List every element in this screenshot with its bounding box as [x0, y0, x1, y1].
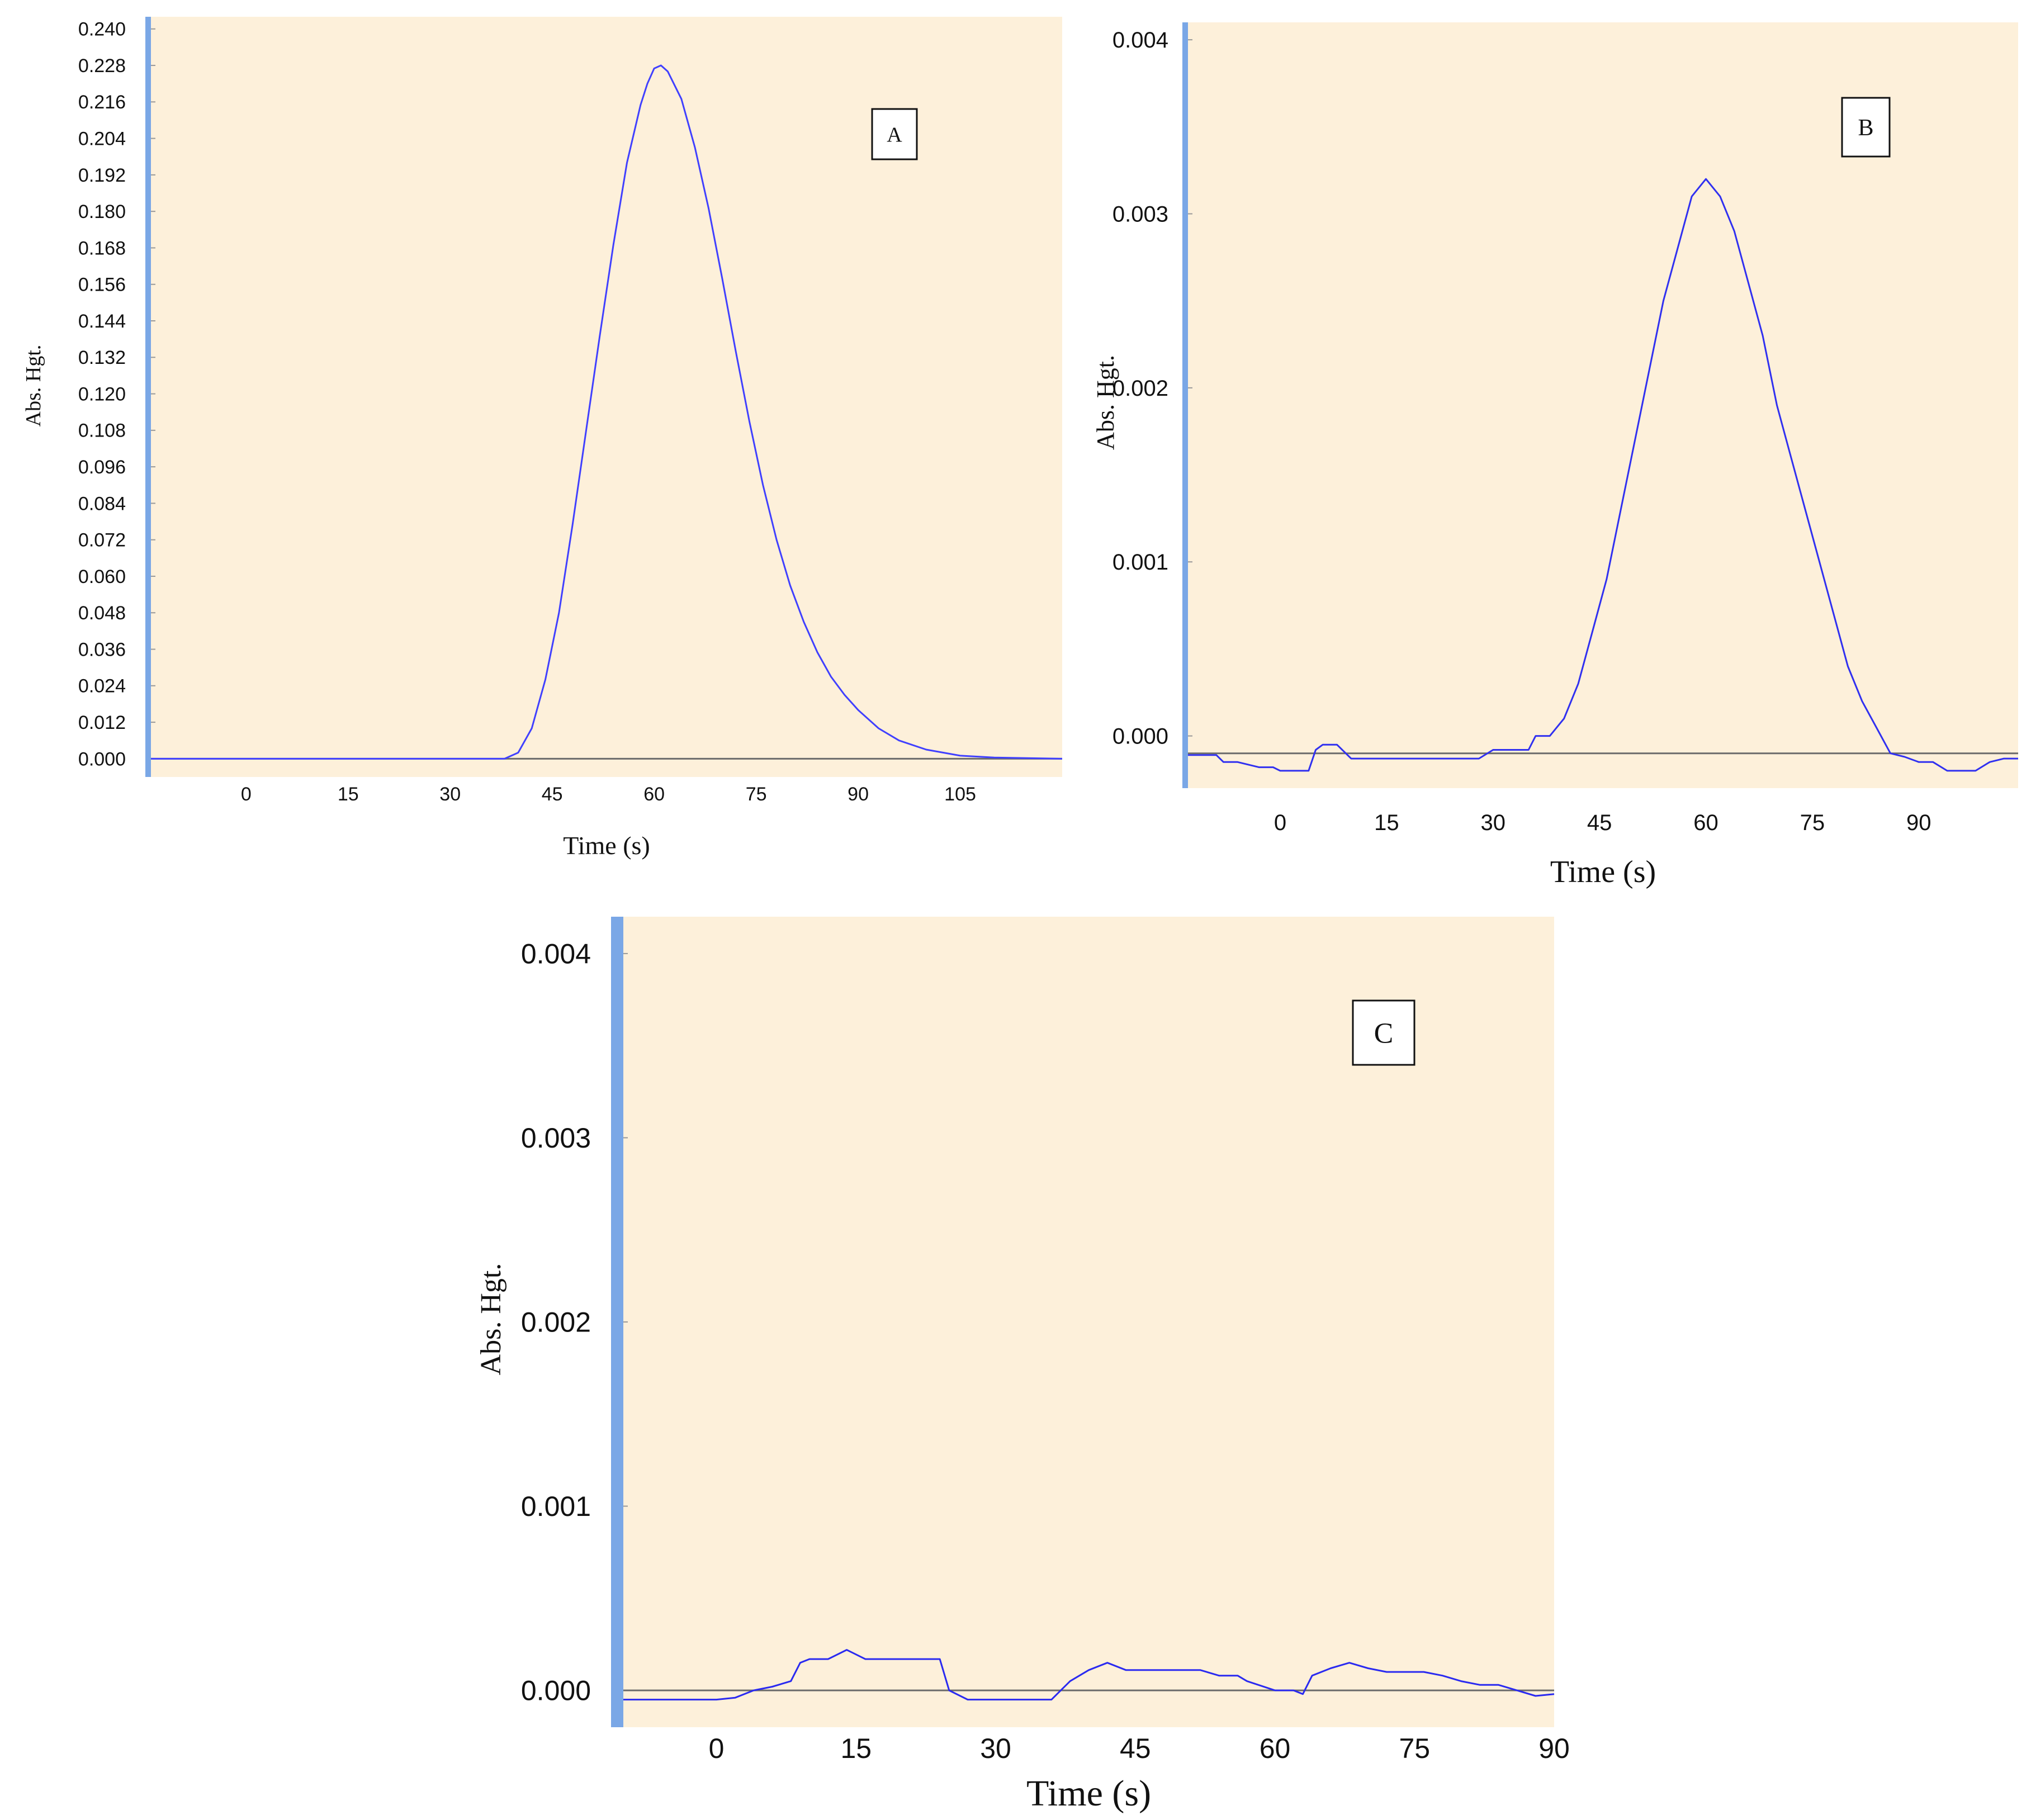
- x-tick-label: 75: [1800, 811, 1825, 835]
- y-tick-label: 0.108: [78, 420, 126, 442]
- x-tick-label: 90: [1906, 811, 1931, 835]
- chart-panel-b: 0.000 0.001 0.002 0.003 0.004 0 15 30 45 60 75 90 Ti…: [1073, 0, 2031, 906]
- y-tick-label: 0.156: [78, 274, 126, 296]
- x-tick-label: 15: [338, 784, 359, 805]
- x-tick-label: 75: [746, 784, 767, 805]
- y-tick-label: 0.048: [78, 603, 126, 624]
- x-tick-label: 0: [241, 784, 252, 805]
- y-tick-label: 0.003: [521, 1122, 591, 1154]
- y-axis-label: Abs. Hgt.: [22, 345, 45, 427]
- y-tick-label: 0.004: [1112, 28, 1168, 53]
- series-line: [623, 1649, 1555, 1701]
- chart-panel-a: 0.000 0.012 0.024 0.036 0.048 0.060 0.072 0.084…: [0, 0, 1073, 883]
- x-tick-label: 90: [848, 784, 869, 805]
- x-axis-label: Time (s): [563, 831, 650, 860]
- y-axis-bar: [1182, 22, 1188, 788]
- y-tick-label: 0.072: [78, 530, 126, 551]
- chart-b-svg: 0.000 0.001 0.002 0.003 0.004 0 15 30 45 60 75 90 Ti…: [1092, 22, 2018, 889]
- y-tick-label: 0.000: [1112, 724, 1168, 749]
- y-tick-label: 0.024: [78, 676, 126, 697]
- x-tick-label: 15: [1374, 811, 1399, 835]
- panel-label: B: [1858, 115, 1873, 141]
- x-tick-label: 90: [1538, 1733, 1570, 1764]
- y-tick-label: 0.180: [78, 201, 126, 222]
- x-tick-label: 15: [840, 1733, 872, 1764]
- y-tick-label: 0.132: [78, 347, 126, 368]
- y-tick-label: 0.168: [78, 238, 126, 259]
- y-tick-label: 0.192: [78, 165, 126, 186]
- x-axis-label: Time (s): [1026, 1773, 1151, 1814]
- y-tick-label: 0.012: [78, 712, 126, 733]
- panel-label-box: [1352, 999, 1415, 1066]
- y-tick-label: 0.084: [78, 493, 126, 514]
- y-tick-label: 0.002: [1112, 376, 1168, 401]
- series-line: [151, 64, 1063, 760]
- chart-panel-c: 0.000 0.001 0.002 0.003 0.004 0 15 30 45 60 75 90 Ti…: [436, 906, 1582, 1817]
- plot-area: [1188, 22, 2018, 788]
- panel-label-box: [871, 108, 918, 160]
- plot-area: [151, 17, 1062, 777]
- x-tick-label: 60: [1693, 811, 1718, 835]
- y-axis-label: Abs. Hgt.: [1092, 355, 1119, 450]
- x-tick-label: 45: [1587, 811, 1612, 835]
- y-tick-label: 0.120: [78, 383, 126, 405]
- y-axis-bar: [611, 917, 623, 1727]
- y-tick-label: 0.003: [1112, 202, 1168, 227]
- y-axis-label: Abs. Hgt.: [475, 1263, 507, 1376]
- panel-label: A: [887, 123, 902, 146]
- x-tick-label: 0: [1274, 811, 1286, 835]
- x-tick-label: 45: [542, 784, 563, 805]
- x-tick-label: 30: [980, 1733, 1011, 1764]
- x-axis-label: Time (s): [1550, 855, 1656, 889]
- y-tick-label: 0.204: [78, 129, 126, 150]
- chart-c-svg: 0.000 0.001 0.002 0.003 0.004 0 15 30 45 60 75 90 Ti…: [475, 917, 1570, 1814]
- y-tick-label: 0.216: [78, 92, 126, 113]
- y-tick-label: 0.228: [78, 55, 126, 77]
- y-tick-label: 0.060: [78, 566, 126, 587]
- y-tick-label: 0.000: [78, 748, 126, 770]
- x-tick-label: 30: [1481, 811, 1506, 835]
- x-tick-label: 0: [709, 1733, 725, 1764]
- x-tick-label: 45: [1120, 1733, 1151, 1764]
- panel-label-box: [1841, 97, 1891, 158]
- y-tick-label: 0.240: [78, 19, 126, 40]
- y-tick-label: 0.001: [1112, 550, 1168, 575]
- x-tick-label: 105: [944, 784, 976, 805]
- y-tick-label: 0.002: [521, 1307, 591, 1338]
- y-tick-label: 0.096: [78, 457, 126, 478]
- y-tick-label: 0.144: [78, 311, 126, 332]
- series-line: [1188, 178, 2018, 772]
- y-tick-label: 0.000: [521, 1675, 591, 1707]
- x-tick-label: 60: [1260, 1733, 1291, 1764]
- y-tick-label: 0.036: [78, 639, 126, 660]
- x-tick-label: 75: [1399, 1733, 1430, 1764]
- x-tick-label: 30: [439, 784, 461, 805]
- chart-a-svg: 0.000 0.012 0.024 0.036 0.048 0.060 0.072 0.084…: [22, 17, 1063, 860]
- panel-label: C: [1374, 1018, 1394, 1050]
- y-axis-bar: [145, 17, 151, 777]
- x-tick-label: 60: [643, 784, 665, 805]
- y-tick-label: 0.004: [521, 938, 591, 969]
- y-tick-label: 0.001: [521, 1491, 591, 1522]
